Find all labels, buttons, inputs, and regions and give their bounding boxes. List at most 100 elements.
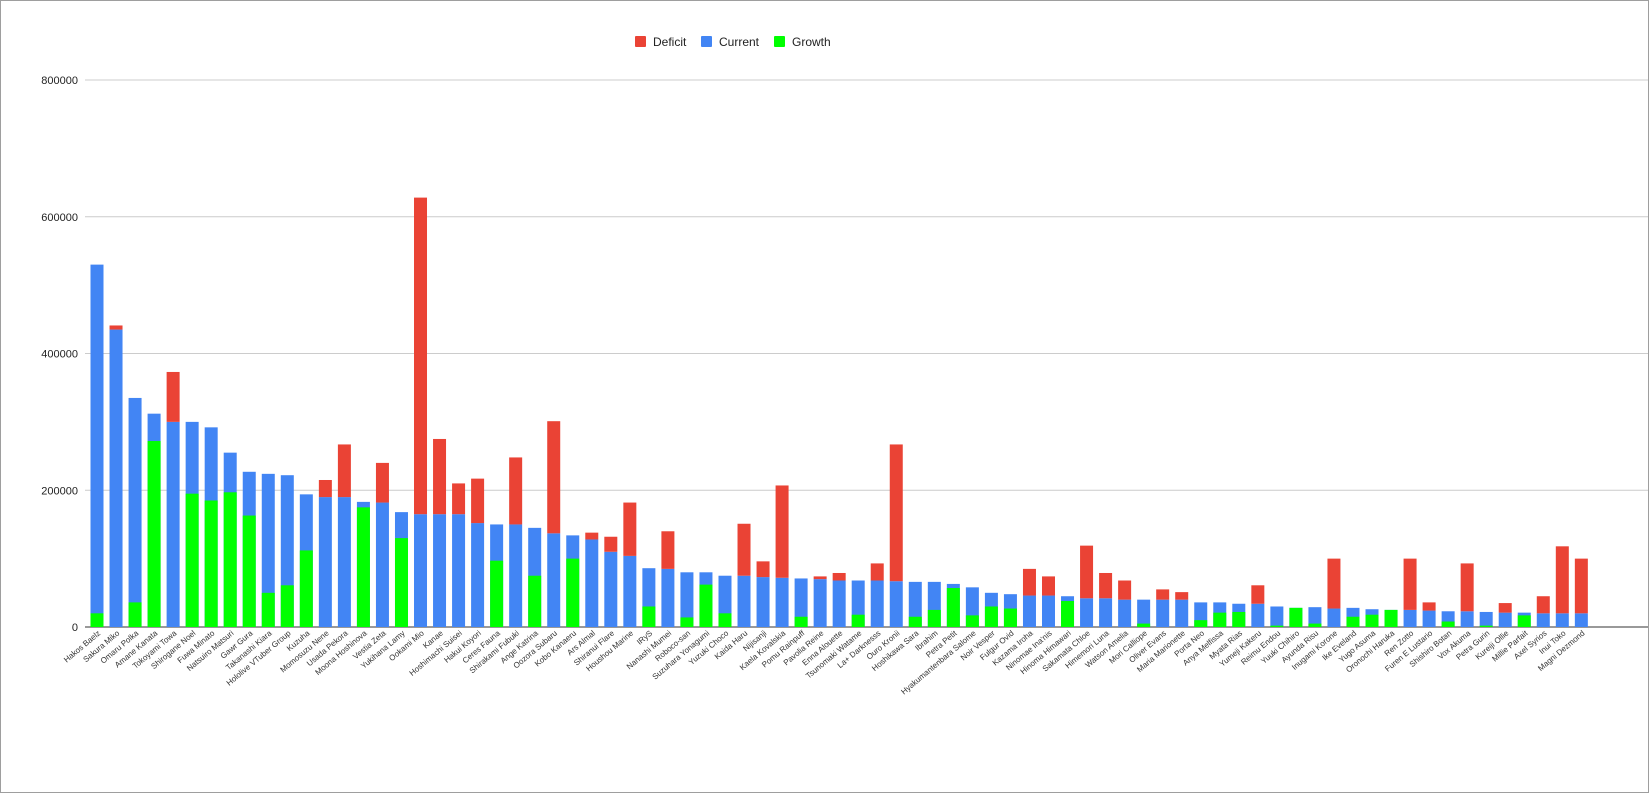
bar-deficit [1498, 603, 1512, 613]
bar-current [585, 539, 599, 627]
bar-group-momosuzu-nene [318, 479, 332, 627]
bar-group-enna-alouette [832, 572, 846, 627]
bar-current [128, 397, 142, 627]
bar-current [1574, 613, 1588, 627]
legend-swatch-growth [774, 36, 785, 47]
bar-group-ren-zotto [1403, 558, 1417, 627]
bar-deficit [1251, 585, 1265, 604]
bar-growth [680, 617, 694, 627]
legend-label-deficit: Deficit [653, 35, 687, 49]
bar-deficit [1175, 592, 1189, 600]
bar-group-ike-eveland [1346, 607, 1360, 627]
bar-group-shirakami-fubuki [509, 457, 523, 627]
bar-group-fuwa-minato [204, 427, 218, 627]
bar-growth [223, 492, 237, 627]
bar-group-natsuiro-matsuri [223, 452, 237, 627]
y-tick-label: 400000 [41, 349, 78, 361]
bar-group-amane-kanata [147, 413, 161, 627]
bar-current [1042, 595, 1055, 627]
bar-deficit [1536, 596, 1550, 614]
y-tick-label: 800000 [41, 75, 78, 87]
bar-deficit [604, 536, 618, 552]
bar-growth [699, 584, 713, 627]
bar-growth [1003, 608, 1017, 627]
bar-current [680, 572, 694, 627]
bar-deficit [756, 561, 770, 578]
bar-group-oozora-subaru [547, 421, 561, 627]
bars [90, 197, 1588, 627]
bar-group-oronochi-haruka [1384, 609, 1398, 627]
bar-deficit [1156, 589, 1170, 600]
bar-growth [642, 606, 656, 627]
bar-growth [261, 592, 275, 627]
bar-group-ars-almal [585, 532, 599, 627]
bar-group-anya-melfissa [1213, 602, 1227, 627]
legend-label-growth: Growth [792, 35, 831, 49]
bar-group-suzuhara-yonagumi [699, 572, 713, 627]
bar-growth [1270, 625, 1284, 627]
bar-deficit [1460, 563, 1474, 612]
bar-group-yukihana-lamy [394, 512, 408, 627]
bar-current [1460, 611, 1474, 627]
bar-current [1156, 599, 1170, 627]
bar-deficit [1327, 558, 1341, 609]
bar-current [604, 551, 618, 627]
bar-current [870, 580, 884, 627]
bar-group-hyakumantenbara-salome [965, 587, 979, 627]
bar-group-porta-neo [1194, 602, 1208, 627]
bar-deficit [337, 444, 351, 498]
bar-deficit [1403, 558, 1417, 610]
bar-current [90, 264, 104, 627]
bar-group-sakura-miko [109, 325, 123, 627]
bar-group-axel-syrios [1536, 596, 1550, 627]
bar-deficit [109, 325, 123, 330]
bar-current [433, 514, 447, 627]
bar-group-hoshimachi-suisei [452, 483, 466, 627]
bar-group-magni-dezmond [1574, 558, 1588, 627]
bar-group-furen-e-lustario [1422, 602, 1436, 627]
bar-deficit [775, 485, 789, 578]
bar-growth [356, 507, 370, 627]
bar-deficit [433, 438, 447, 515]
bar-growth [1232, 611, 1246, 627]
bar-group-noir-vesper [984, 592, 998, 627]
bar-group-hinoma-himawari [1061, 596, 1075, 627]
bar-group-yugo-asuma [1365, 609, 1379, 627]
legend-swatch-deficit [635, 36, 646, 47]
bar-deficit [509, 457, 523, 525]
bar-group-pavolia-reine [813, 576, 827, 627]
bar-deficit [414, 197, 428, 515]
bar-group-takanashi-kiara [261, 473, 275, 627]
bar-group-houshou-marine [623, 502, 637, 627]
bar-current [794, 578, 808, 627]
bar-group-maria-marionette [1175, 592, 1189, 627]
bar-group-fulgur-ovid [1003, 594, 1017, 627]
bar-group-ookami-mio [414, 197, 428, 627]
bar-current [1270, 606, 1284, 627]
bar-current [261, 473, 275, 627]
legend-label-current: Current [719, 35, 760, 49]
bar-deficit [623, 502, 637, 556]
bar-deficit [1022, 568, 1036, 596]
bar-deficit [737, 523, 751, 576]
bar-group-inugami-korone [1327, 558, 1341, 627]
bar-group-ninomae-ina-nis [1042, 576, 1055, 627]
bar-deficit [1555, 546, 1569, 614]
legend: Deficit Current Growth [635, 35, 831, 49]
bar-group-nijisanji [756, 561, 770, 627]
bar-growth [299, 550, 313, 627]
bar-growth [280, 585, 294, 627]
bar-growth [1441, 621, 1455, 627]
bar-group-kaida-haru [737, 523, 751, 627]
bar-group-hoshikawa-sara [908, 581, 922, 627]
bar-group-reimu-endou [1270, 606, 1284, 627]
bar-group-kanae [433, 438, 447, 627]
bar-growth [1346, 616, 1360, 627]
bar-group-yuzuki-choco [718, 575, 732, 627]
bar-group-ange-katrina [528, 527, 542, 627]
bar-deficit [1080, 545, 1094, 599]
bar-growth [718, 613, 732, 627]
bar-group-kazama-iroha [1022, 568, 1036, 627]
